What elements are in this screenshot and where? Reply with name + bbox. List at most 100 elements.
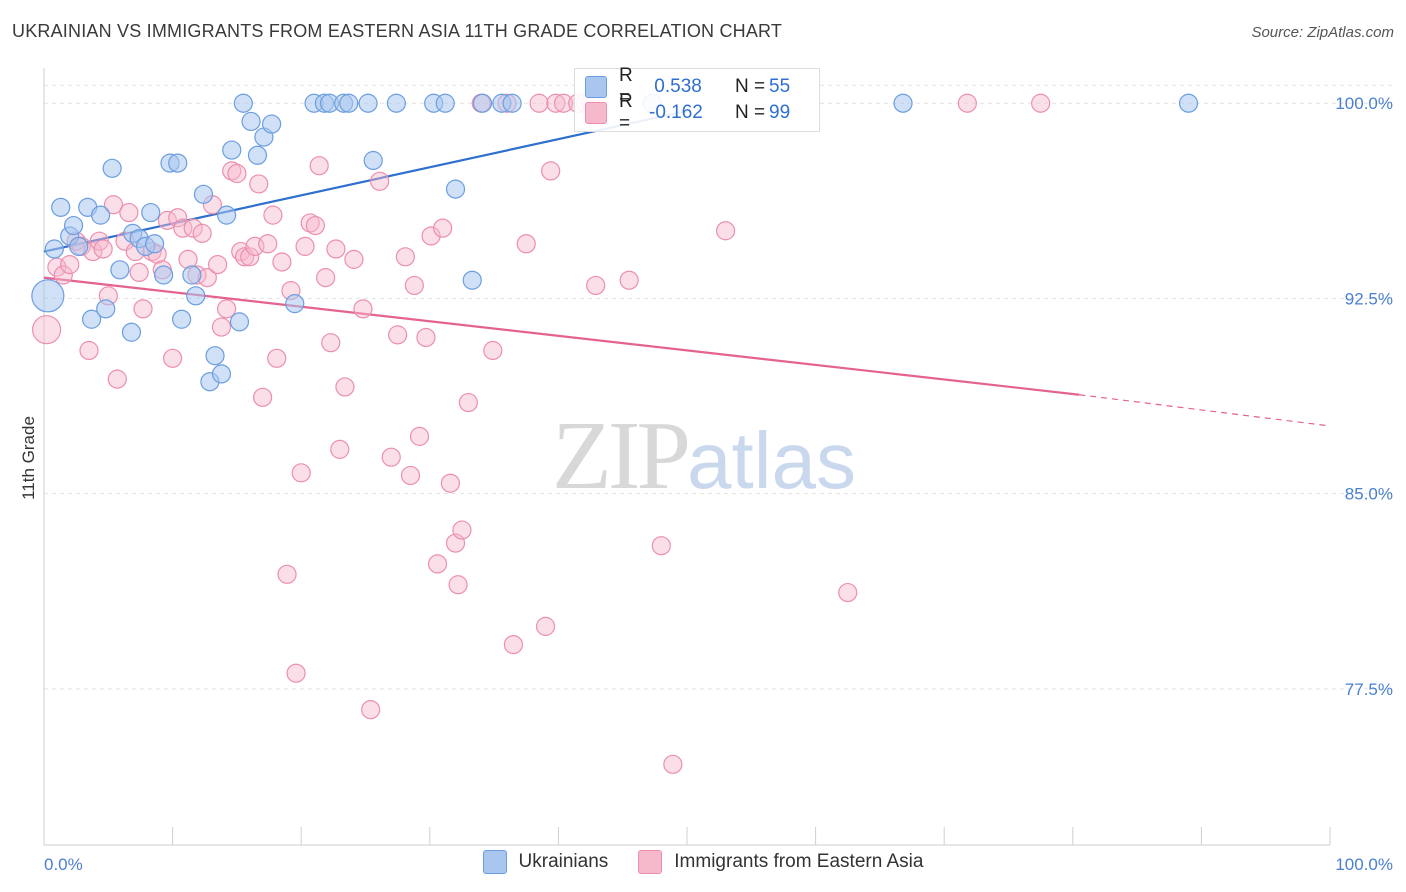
legend-n-value: 99 bbox=[769, 102, 791, 123]
data-point bbox=[516, 234, 536, 254]
data-point bbox=[241, 111, 261, 132]
data-point bbox=[211, 364, 232, 384]
data-point bbox=[163, 348, 183, 368]
data-point bbox=[96, 299, 116, 319]
data-point bbox=[370, 171, 390, 191]
data-point bbox=[119, 202, 139, 223]
data-point bbox=[421, 226, 441, 246]
data-point bbox=[339, 93, 359, 113]
data-point bbox=[330, 439, 350, 459]
x-tick-label: 100.0% bbox=[1335, 855, 1393, 874]
data-point bbox=[300, 213, 320, 233]
data-point bbox=[416, 327, 436, 348]
legend-r-label: R = bbox=[619, 65, 633, 108]
data-point bbox=[321, 333, 341, 353]
points-ukrainians bbox=[31, 93, 1199, 392]
data-point bbox=[208, 254, 228, 275]
data-point bbox=[144, 234, 165, 254]
axes bbox=[43, 68, 1331, 846]
trend-line-solid bbox=[43, 109, 688, 253]
data-point bbox=[502, 93, 522, 113]
bottom-legend-item-eastern-asia: Immigrants from Eastern Asia bbox=[638, 850, 923, 874]
data-point bbox=[433, 218, 453, 238]
data-point bbox=[291, 463, 311, 483]
data-point bbox=[546, 93, 566, 113]
data-point bbox=[258, 234, 278, 254]
bottom-legend-label-eastern-asia: Immigrants from Eastern Asia bbox=[674, 851, 924, 872]
data-point bbox=[129, 262, 149, 283]
data-point bbox=[222, 140, 242, 160]
data-point bbox=[957, 93, 977, 113]
data-point bbox=[93, 239, 113, 259]
y-tick-label: 85.0% bbox=[1345, 485, 1393, 504]
data-point bbox=[400, 465, 421, 486]
y-axis-label: 11th Grade bbox=[19, 416, 38, 500]
data-point bbox=[60, 254, 80, 275]
data-point bbox=[272, 252, 292, 272]
data-point bbox=[277, 564, 297, 584]
tick-labels: 77.5% 85.0% 92.5% 100.0% 0.0% 100.0% bbox=[44, 94, 1393, 874]
data-point bbox=[535, 616, 556, 636]
data-point bbox=[309, 156, 329, 176]
trend-line-eastern-asia bbox=[43, 276, 1331, 427]
legend: R = 0.538 N = 55 R = -0.162 N = 99 bbox=[574, 65, 820, 134]
data-point bbox=[445, 179, 466, 199]
data-point bbox=[361, 700, 381, 720]
data-point bbox=[316, 268, 336, 288]
y-tick-label: 77.5% bbox=[1345, 680, 1393, 699]
data-point bbox=[227, 163, 247, 184]
bottom-legend-label-ukrainians: Ukrainians bbox=[518, 851, 609, 872]
data-point bbox=[240, 247, 260, 267]
data-point bbox=[81, 309, 102, 329]
watermark: ZIPatlas bbox=[552, 398, 856, 512]
data-point bbox=[168, 153, 188, 173]
data-point bbox=[1178, 93, 1199, 113]
data-point bbox=[107, 369, 127, 389]
data-point bbox=[395, 247, 415, 267]
data-point bbox=[183, 218, 203, 238]
data-point bbox=[79, 340, 99, 361]
data-point bbox=[229, 312, 250, 332]
legend-n-value: 55 bbox=[769, 76, 791, 97]
data-point bbox=[172, 309, 192, 329]
data-point bbox=[541, 161, 561, 181]
data-point bbox=[44, 239, 64, 259]
legend-r-value: 0.538 bbox=[649, 76, 702, 97]
data-point bbox=[267, 348, 287, 368]
data-point bbox=[141, 202, 161, 223]
data-point bbox=[53, 265, 73, 285]
data-point bbox=[893, 93, 913, 113]
data-point bbox=[90, 205, 111, 225]
data-point bbox=[472, 93, 493, 113]
watermark-zip: ZIP bbox=[552, 402, 691, 510]
legend-n-label: N = bbox=[735, 76, 766, 97]
data-point bbox=[173, 218, 193, 238]
data-point bbox=[363, 150, 383, 171]
data-point bbox=[103, 195, 124, 215]
data-point bbox=[193, 184, 214, 204]
data-point bbox=[335, 377, 355, 397]
data-point bbox=[31, 315, 62, 345]
data-point bbox=[651, 536, 671, 556]
data-point bbox=[503, 634, 523, 655]
data-point bbox=[448, 575, 468, 595]
data-point bbox=[31, 279, 65, 313]
bottom-legend-swatch-eastern-asia bbox=[638, 850, 663, 874]
chart-title: UKRAINIAN VS IMMIGRANTS FROM EASTERN ASI… bbox=[12, 21, 783, 41]
data-point bbox=[121, 322, 142, 342]
data-point bbox=[168, 208, 188, 228]
data-point bbox=[217, 299, 237, 319]
trend-line-solid bbox=[43, 276, 1080, 396]
trend-line-dashed bbox=[1079, 394, 1331, 427]
watermark-atlas: atlas bbox=[687, 416, 856, 505]
data-point bbox=[326, 239, 346, 259]
data-point bbox=[63, 215, 84, 236]
data-point bbox=[435, 93, 455, 113]
data-point bbox=[153, 265, 174, 285]
trend-line-ukrainians bbox=[43, 109, 688, 253]
data-point bbox=[263, 205, 283, 225]
data-point bbox=[1031, 93, 1051, 113]
chart-source: Source: ZipAtlas.com bbox=[1251, 24, 1394, 41]
data-point bbox=[462, 270, 482, 290]
data-point bbox=[386, 93, 406, 113]
